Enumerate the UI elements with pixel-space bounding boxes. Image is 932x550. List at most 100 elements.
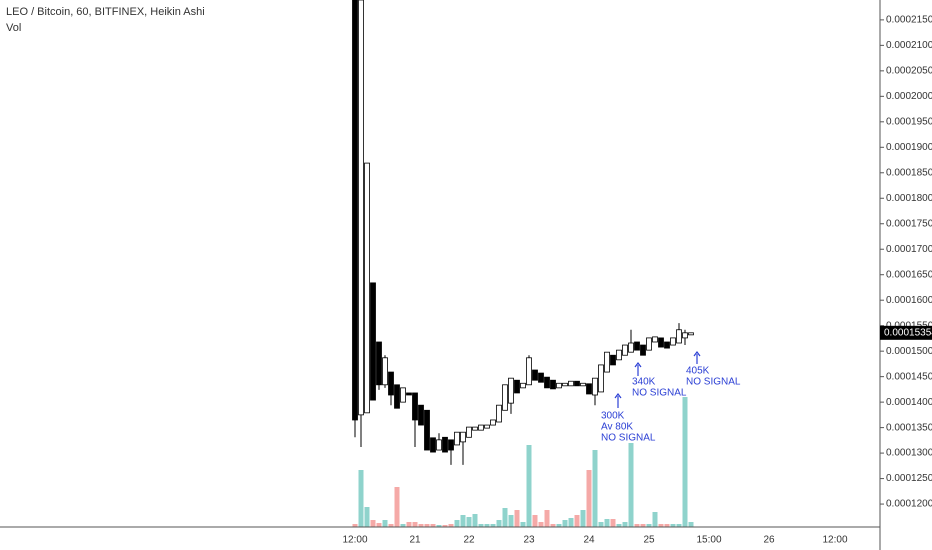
volume-bar bbox=[616, 524, 622, 527]
candle-body bbox=[424, 409, 430, 451]
candle-body bbox=[466, 426, 472, 438]
candle-body bbox=[532, 369, 538, 381]
candle-body bbox=[610, 354, 616, 366]
candle-body bbox=[658, 337, 664, 348]
volume-bar bbox=[436, 525, 442, 527]
volume-bar bbox=[466, 517, 472, 527]
candle-body bbox=[364, 162, 370, 414]
volume-bar bbox=[352, 524, 358, 527]
volume-bar bbox=[364, 507, 370, 527]
volume-bar bbox=[460, 515, 466, 527]
volume-bar bbox=[472, 514, 478, 527]
candle-body bbox=[664, 341, 670, 349]
candle-body bbox=[358, 0, 364, 416]
current-price-box bbox=[880, 325, 932, 340]
volume-bar bbox=[388, 524, 394, 527]
volume-bar bbox=[490, 524, 496, 527]
candle-body bbox=[520, 382, 526, 389]
x-tick-label: 12:00 bbox=[822, 535, 847, 546]
candle-body bbox=[418, 404, 424, 426]
candle-body bbox=[514, 379, 520, 394]
volume-bar bbox=[676, 524, 682, 527]
annotation-arrowhead bbox=[614, 393, 622, 399]
candle-body bbox=[640, 344, 646, 356]
volume-bar bbox=[370, 520, 376, 527]
volume-bar bbox=[574, 515, 580, 527]
candle-body bbox=[460, 431, 466, 443]
annotation-arrowhead bbox=[693, 351, 701, 357]
volume-bar bbox=[556, 524, 562, 527]
volume-bar bbox=[604, 519, 610, 527]
candle-body bbox=[376, 341, 382, 386]
volume-bar bbox=[424, 524, 430, 527]
candle-body bbox=[406, 392, 412, 396]
candle-body bbox=[616, 349, 622, 361]
volume-bar bbox=[592, 450, 598, 527]
volume-bar bbox=[478, 524, 484, 527]
x-tick-label: 22 bbox=[463, 535, 475, 546]
volume-bar bbox=[382, 520, 388, 527]
annotation-arrowhead bbox=[634, 362, 642, 368]
candle-body bbox=[550, 379, 556, 390]
volume-bar bbox=[610, 519, 616, 527]
volume-bar bbox=[640, 524, 646, 527]
candle-body bbox=[394, 384, 400, 409]
volume-bar bbox=[664, 524, 670, 527]
volume-bar bbox=[628, 443, 634, 527]
candle-body bbox=[496, 404, 502, 423]
candle-body bbox=[580, 382, 586, 387]
candle-body bbox=[412, 392, 418, 421]
volume-bar bbox=[514, 510, 520, 527]
candle-body bbox=[652, 336, 658, 343]
volume-bar bbox=[394, 487, 400, 527]
volume-bar bbox=[520, 522, 526, 527]
candle-body bbox=[508, 377, 514, 404]
volume-bar bbox=[670, 524, 676, 527]
candle-body bbox=[538, 372, 544, 383]
volume-bar bbox=[682, 397, 688, 527]
volume-bar bbox=[454, 520, 460, 527]
candle-body bbox=[478, 424, 484, 431]
volume-bar bbox=[658, 524, 664, 527]
candle-body bbox=[544, 376, 550, 389]
volume-bar bbox=[598, 522, 604, 527]
candle-body bbox=[382, 357, 388, 386]
volume-bar bbox=[484, 524, 490, 527]
candle-body bbox=[676, 329, 682, 344]
candle-body bbox=[454, 431, 460, 446]
annotation-text: NO SIGNAL bbox=[686, 377, 741, 388]
volume-bar bbox=[400, 524, 406, 527]
candle-body bbox=[352, 0, 358, 421]
volume-bar bbox=[502, 508, 508, 527]
volume-bar bbox=[562, 520, 568, 527]
candle-body bbox=[586, 383, 592, 395]
candle-body bbox=[490, 419, 496, 426]
annotation-text: Av 80K bbox=[601, 422, 633, 433]
candle-body bbox=[604, 351, 610, 373]
candle-body bbox=[598, 364, 604, 393]
candle-body bbox=[502, 384, 508, 411]
annotation-text: 340K bbox=[632, 377, 656, 388]
volume-bar bbox=[532, 515, 538, 527]
volume-bar bbox=[448, 524, 454, 527]
x-tick-label: 26 bbox=[763, 535, 775, 546]
volume-bar bbox=[412, 522, 418, 527]
annotation-text: NO SIGNAL bbox=[601, 433, 656, 444]
candle-body bbox=[670, 337, 676, 346]
x-tick-label: 23 bbox=[523, 535, 535, 546]
candle-body bbox=[688, 332, 694, 336]
volume-bar bbox=[688, 522, 694, 527]
candle-body bbox=[562, 382, 568, 387]
candle-body bbox=[556, 382, 562, 389]
volume-legend: Vol bbox=[6, 22, 21, 34]
